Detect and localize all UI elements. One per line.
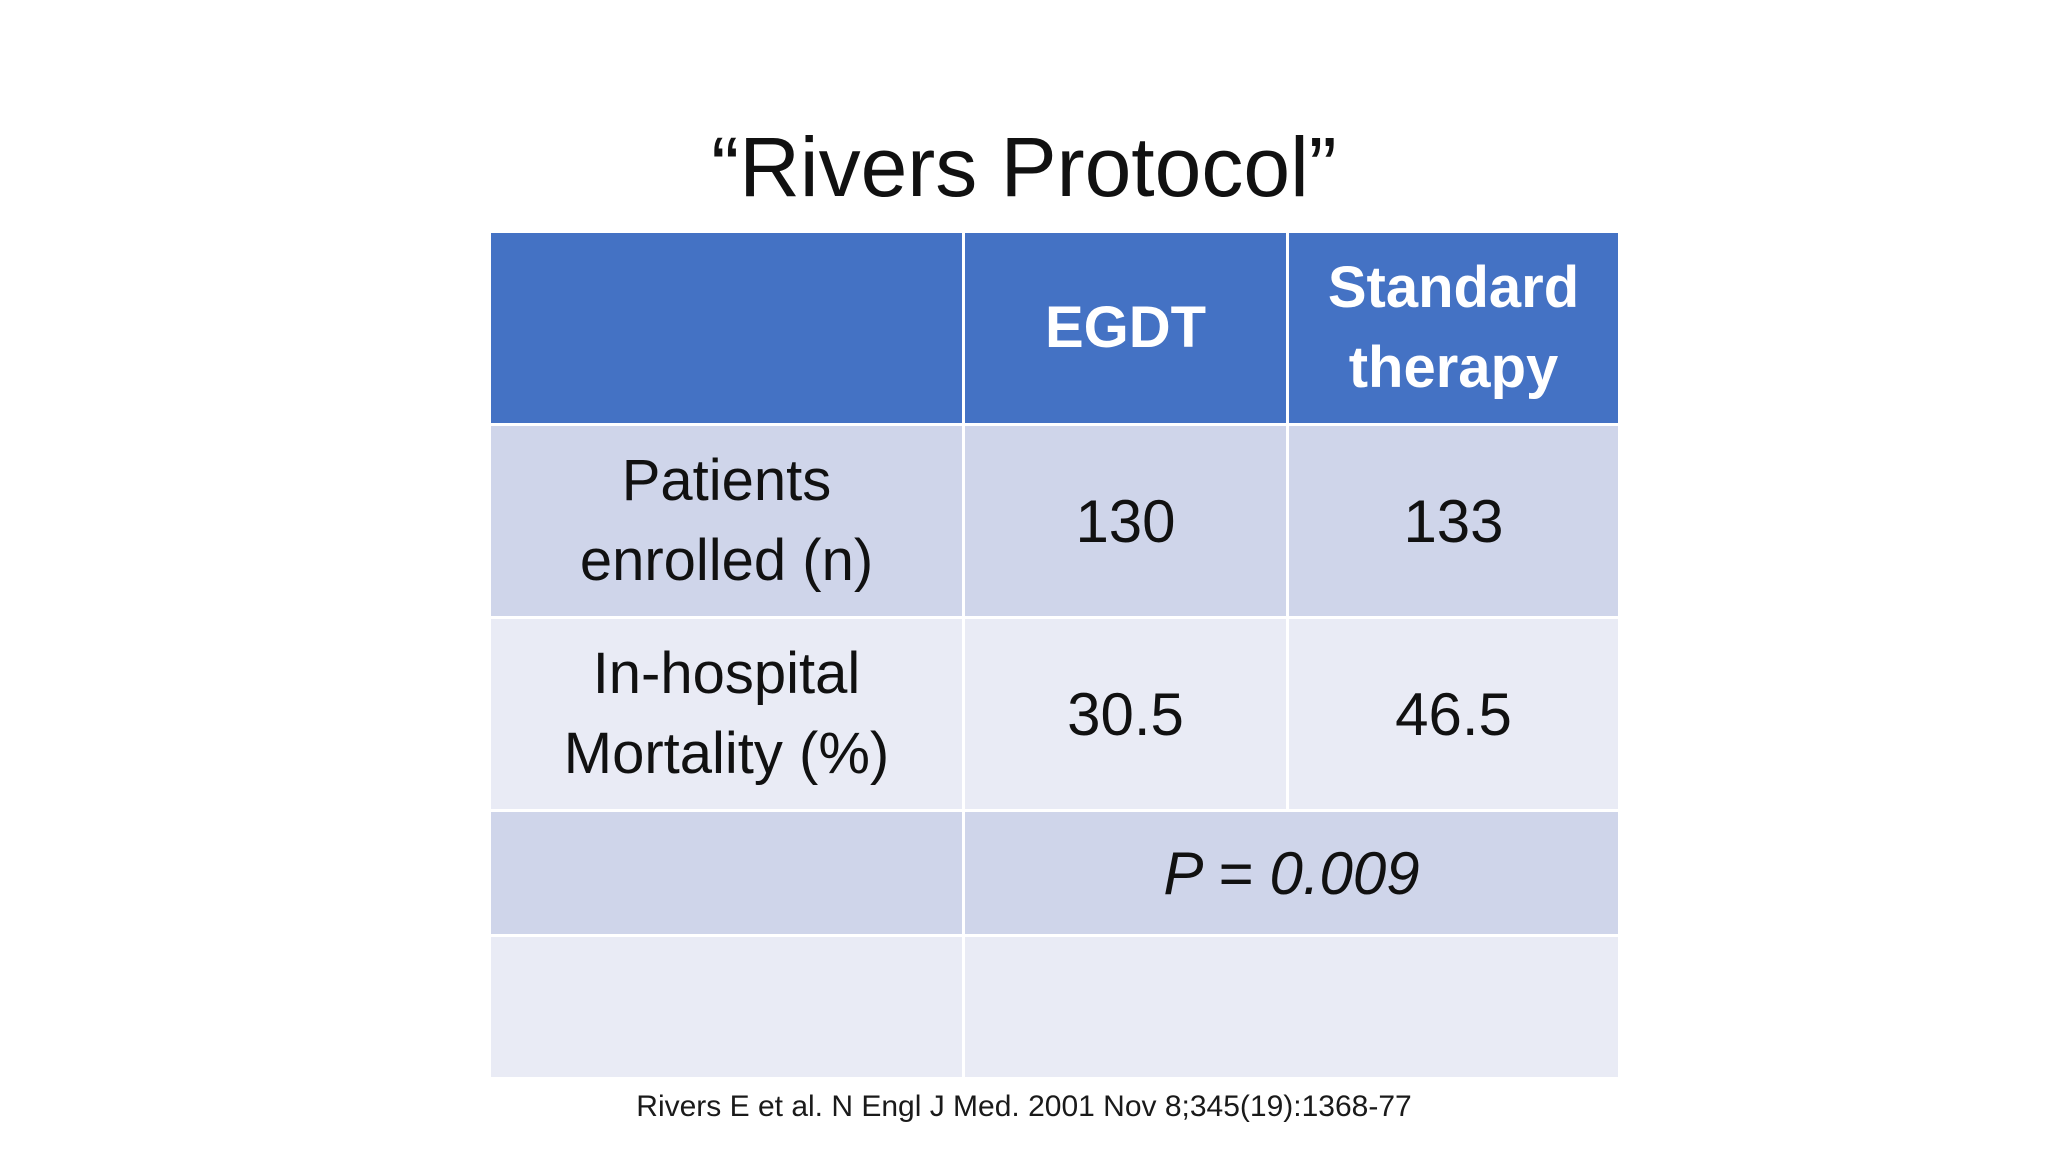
row-label-mortality-line2: Mortality (%) (563, 721, 890, 786)
results-table: EGDT Standard therapy Patients enrolled … (488, 230, 1621, 1080)
table-row-mortality: In-hospital Mortality (%) 30.5 46.5 (488, 616, 1621, 812)
table-row-empty (488, 934, 1621, 1080)
empty-cell (962, 934, 1621, 1080)
header-standard-line1: Standard (1327, 255, 1580, 320)
header-standard-line2: therapy (1348, 335, 1559, 400)
citation: Rivers E et al. N Engl J Med. 2001 Nov 8… (636, 1090, 1412, 1123)
header-egdt: EGDT (962, 230, 1289, 426)
row-label-patients-line2: enrolled (n) (579, 528, 874, 593)
row-label-mortality-line1: In-hospital (592, 641, 861, 706)
empty-cell (488, 934, 965, 1080)
header-corner-cell (488, 230, 965, 426)
table-header-row: EGDT Standard therapy (488, 230, 1621, 426)
table-row-pvalue: P = 0.009 (488, 809, 1621, 937)
row-label-patients-line1: Patients (621, 448, 832, 513)
p-value-cell: P = 0.009 (962, 809, 1621, 937)
cell-patients-egdt: 130 (962, 423, 1289, 619)
row-label-patients: Patients enrolled (n) (488, 423, 965, 619)
empty-cell (488, 809, 965, 937)
header-standard-therapy: Standard therapy (1286, 230, 1621, 426)
cell-mortality-standard: 46.5 (1286, 616, 1621, 812)
row-label-mortality: In-hospital Mortality (%) (488, 616, 965, 812)
cell-mortality-egdt: 30.5 (962, 616, 1289, 812)
cell-patients-standard: 133 (1286, 423, 1621, 619)
table-row-patients: Patients enrolled (n) 130 133 (488, 423, 1621, 619)
slide-title: “Rivers Protocol” (711, 120, 1337, 214)
